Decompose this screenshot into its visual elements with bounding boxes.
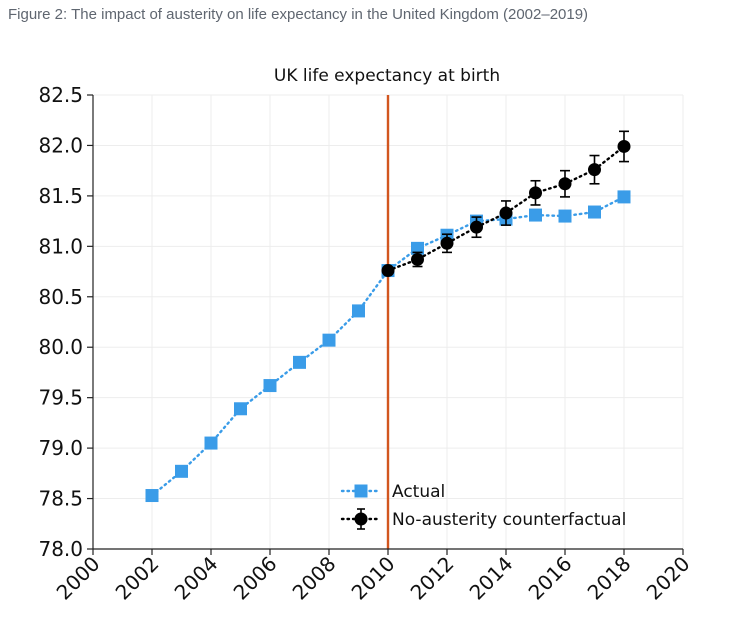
x-tick-label: 2014 [465, 552, 518, 605]
x-tick-label: 2006 [229, 552, 282, 605]
data-point-counterfactual [381, 264, 395, 278]
data-point-actual [322, 333, 336, 347]
data-point-counterfactual [470, 220, 483, 234]
x-tick-label: 2010 [347, 552, 400, 605]
series-line-actual [150, 195, 626, 497]
legend-marker-circle [354, 512, 368, 526]
data-point-counterfactual [617, 139, 631, 153]
data-point-counterfactual [499, 206, 513, 220]
data-point-actual [293, 355, 306, 369]
y-tick-label: 80.0 [38, 335, 83, 359]
data-point-actual [352, 304, 365, 318]
x-tick-label: 2018 [583, 552, 636, 605]
legend-label-actual: Actual [392, 482, 445, 502]
data-point-actual [558, 209, 572, 223]
x-tick-label: 2008 [288, 552, 341, 605]
x-tick-label: 2004 [170, 552, 223, 605]
x-tick-label: 2002 [111, 552, 164, 605]
data-point-counterfactual [558, 177, 572, 191]
data-point-actual [588, 205, 601, 219]
y-tick-label: 78.5 [38, 487, 83, 511]
legend: Actual No-austerity counterfactual [340, 482, 626, 530]
y-tick-label: 79.0 [38, 436, 83, 460]
y-tick-label: 80.5 [38, 285, 83, 309]
y-tick-label: 82.0 [38, 133, 83, 157]
legend-marker-square [354, 484, 368, 498]
data-point-counterfactual [588, 163, 601, 177]
x-tick-label: 2020 [642, 552, 695, 605]
y-tick-label: 78.0 [38, 537, 83, 561]
data-point-actual [145, 489, 159, 503]
data-point-actual [175, 464, 188, 478]
y-tick-label: 79.5 [38, 386, 83, 410]
x-tick-label: 2016 [524, 552, 577, 605]
y-tick-label: 81.0 [38, 234, 83, 258]
data-point-counterfactual [440, 236, 454, 250]
data-point-counterfactual [529, 186, 542, 200]
x-tick-label: 2012 [406, 552, 459, 605]
chart-title: UK life expectancy at birth [274, 66, 500, 86]
legend-label-counterfactual: No-austerity counterfactual [392, 510, 626, 530]
data-point-actual [263, 379, 277, 393]
data-point-actual [204, 436, 218, 450]
series-layer [145, 130, 631, 503]
figure-caption: Figure 2: The impact of austerity on lif… [8, 6, 589, 23]
y-tick-label: 82.5 [38, 83, 83, 107]
data-point-counterfactual [411, 252, 424, 266]
y-tick-label: 81.5 [38, 184, 83, 208]
data-point-actual [617, 190, 631, 204]
data-point-actual [529, 208, 542, 222]
data-point-actual [234, 402, 247, 416]
